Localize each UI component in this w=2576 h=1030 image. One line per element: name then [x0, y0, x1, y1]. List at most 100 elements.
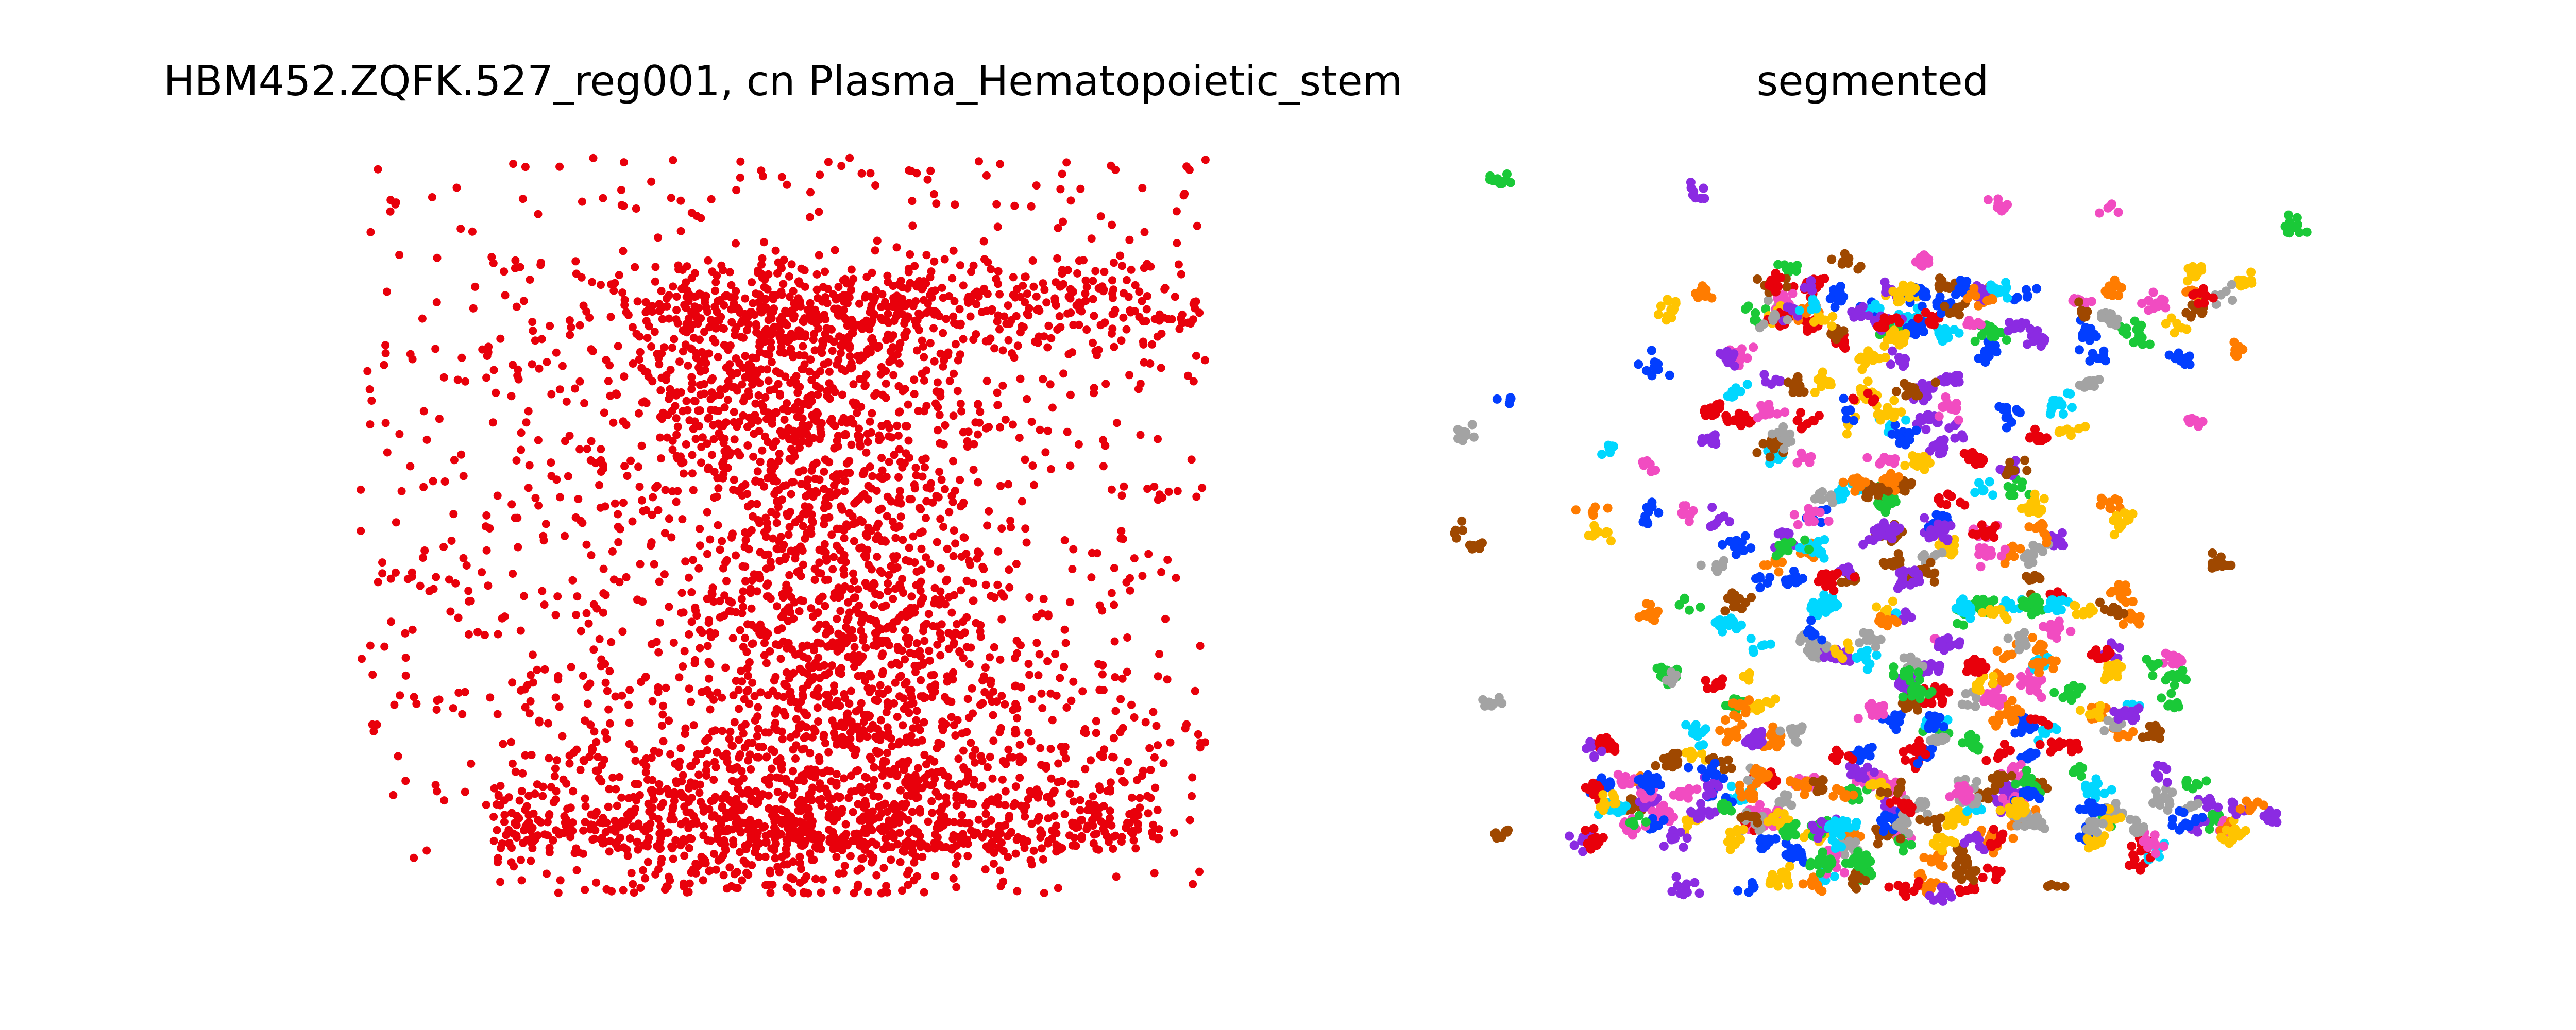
scatter-point: [395, 430, 404, 438]
scatter-point: [665, 314, 673, 323]
scatter-point: [932, 199, 941, 208]
scatter-point: [2217, 561, 2227, 571]
scatter-point: [401, 654, 410, 662]
scatter-point: [650, 328, 659, 336]
scatter-point: [943, 544, 952, 553]
scatter-point: [553, 592, 562, 601]
scatter-point: [2099, 346, 2109, 356]
scatter-point: [428, 193, 436, 201]
scatter-point: [579, 672, 587, 680]
scatter-point: [815, 208, 823, 216]
scatter-point: [845, 352, 854, 360]
scatter-point: [1780, 260, 1789, 270]
scatter-point: [1467, 420, 1477, 430]
scatter-point: [1469, 432, 1479, 442]
scatter-point: [620, 462, 629, 470]
scatter-point: [996, 160, 1005, 168]
scatter-point: [1502, 827, 1512, 837]
scatter-point: [1990, 340, 2000, 350]
scatter-point: [1785, 850, 1795, 860]
scatter-point: [611, 499, 619, 508]
scatter-point: [1191, 686, 1199, 695]
scatter-point: [1011, 849, 1020, 858]
scatter-point: [1027, 737, 1036, 746]
scatter-point: [920, 637, 929, 645]
scatter-point: [452, 183, 461, 192]
scatter-point: [1872, 650, 1882, 660]
scatter-point: [2107, 199, 2116, 209]
scatter-point: [866, 169, 875, 178]
scatter-point: [1157, 364, 1165, 372]
scatter-point: [567, 663, 575, 672]
scatter-point: [669, 639, 678, 647]
scatter-point: [626, 456, 635, 465]
scatter-point: [736, 157, 745, 166]
scatter-point: [1123, 667, 1131, 676]
scatter-point: [546, 321, 554, 330]
scatter-point: [1842, 429, 1852, 439]
scatter-point: [482, 546, 491, 555]
scatter-point: [795, 443, 804, 452]
scatter-point: [1184, 371, 1192, 380]
scatter-point: [629, 880, 637, 888]
scatter-point: [1715, 726, 1725, 735]
scatter-point: [895, 445, 904, 454]
scatter-point: [597, 281, 605, 289]
scatter-point: [494, 630, 502, 639]
scatter-point: [1029, 282, 1038, 291]
scatter-point: [974, 430, 982, 439]
scatter-point: [706, 535, 715, 544]
scatter-point: [1069, 677, 1078, 686]
scatter-point: [378, 558, 386, 567]
scatter-point: [1056, 185, 1065, 194]
scatter-point: [672, 497, 681, 506]
scatter-point: [1895, 356, 1905, 366]
scatter-point: [1493, 174, 1502, 184]
scatter-point: [1711, 678, 1721, 688]
scatter-point: [543, 869, 551, 878]
scatter-point: [431, 781, 440, 789]
scatter-point: [716, 545, 724, 554]
scatter-point: [529, 327, 537, 335]
scatter-point: [2094, 375, 2104, 384]
scatter-point: [1066, 461, 1075, 470]
scatter-point: [910, 390, 919, 399]
scatter-point: [1974, 353, 1984, 363]
scatter-point: [753, 587, 761, 596]
scatter-point: [997, 524, 1006, 533]
scatter-point: [863, 888, 872, 896]
scatter-point: [1074, 440, 1083, 449]
scatter-point: [929, 190, 938, 198]
scatter-point: [2009, 604, 2019, 613]
scatter-point: [1198, 484, 1207, 492]
scatter-point: [1733, 886, 1743, 896]
scatter-point: [1027, 860, 1036, 869]
scatter-point: [1744, 670, 1754, 680]
scatter-point: [582, 609, 591, 617]
scatter-point: [906, 250, 914, 259]
scatter-point: [454, 613, 463, 622]
scatter-point: [630, 888, 638, 897]
scatter-point: [851, 750, 859, 759]
scatter-point: [827, 530, 836, 539]
scatter-point: [1028, 461, 1037, 470]
scatter-point: [818, 337, 827, 346]
scatter-point: [1686, 183, 1696, 193]
scatter-point: [1766, 730, 1775, 740]
scatter-point: [368, 671, 377, 679]
scatter-point: [1046, 745, 1055, 753]
scatter-point: [1603, 503, 1613, 513]
scatter-point: [2284, 228, 2294, 238]
scatter-point: [2038, 333, 2047, 342]
scatter-point: [1792, 261, 1802, 270]
scatter-point: [366, 228, 375, 236]
scatter-point: [435, 415, 444, 423]
scatter-point: [1700, 194, 1709, 203]
scatter-point: [1983, 195, 1993, 204]
scatter-point: [816, 170, 824, 179]
scatter-point: [2009, 490, 2019, 500]
scatter-point: [1715, 615, 1724, 625]
scatter-point: [905, 166, 913, 175]
scatter-point: [1888, 346, 1897, 356]
